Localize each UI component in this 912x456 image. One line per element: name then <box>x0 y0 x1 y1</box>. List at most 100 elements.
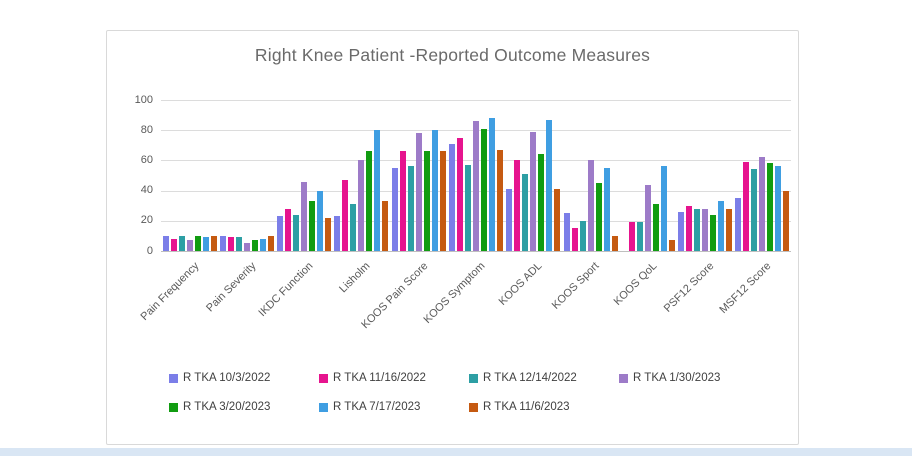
bar <box>235 237 242 251</box>
bar <box>382 201 389 251</box>
bar <box>678 211 685 251</box>
bar <box>170 238 177 251</box>
y-tick-label: 60 <box>140 153 153 166</box>
bar <box>636 222 643 251</box>
bar-group <box>333 100 390 251</box>
bar <box>710 214 717 251</box>
bar <box>726 208 733 251</box>
bar <box>162 235 169 251</box>
bar <box>686 205 693 251</box>
bottom-strip <box>0 448 912 456</box>
bar-group <box>619 100 676 251</box>
bar <box>334 216 341 251</box>
bar <box>448 143 455 251</box>
bar <box>694 208 701 251</box>
bar <box>194 235 201 251</box>
legend-swatch <box>619 373 628 383</box>
bar <box>571 228 578 251</box>
legend-item: R TKA 11/16/2022 <box>319 372 469 384</box>
bar <box>702 208 709 251</box>
bar <box>652 204 659 251</box>
legend-swatch <box>469 402 478 412</box>
bar-group <box>447 100 504 251</box>
chart-panel: Right Knee Patient -Reported Outcome Mea… <box>106 30 799 445</box>
bar <box>579 220 586 251</box>
bar <box>456 137 463 251</box>
bar <box>285 208 292 251</box>
legend-item: R TKA 10/3/2022 <box>169 372 319 384</box>
legend-label: R TKA 1/30/2023 <box>633 372 721 384</box>
bar <box>210 235 217 251</box>
bar <box>439 151 446 251</box>
bar <box>178 235 185 251</box>
legend-swatch <box>169 373 178 383</box>
bar <box>488 118 495 251</box>
bar <box>350 204 357 251</box>
y-tick-label: 0 <box>146 244 153 257</box>
bar <box>342 180 349 251</box>
legend-label: R TKA 10/3/2022 <box>183 372 271 384</box>
legend-label: R TKA 11/6/2023 <box>483 401 570 413</box>
bar <box>317 190 324 251</box>
bar <box>391 167 398 251</box>
bar <box>538 154 545 251</box>
bar <box>480 128 487 251</box>
legend-item: R TKA 1/30/2023 <box>619 372 769 384</box>
gridline <box>161 100 791 101</box>
legend-item: R TKA 12/14/2022 <box>469 372 619 384</box>
bar-group <box>276 100 333 251</box>
plot-area: 0 20 40 60 80 100 Pain Frequency Pain Severity I… <box>107 31 798 444</box>
bar <box>309 201 316 251</box>
bar <box>496 149 503 251</box>
bar <box>554 189 561 251</box>
chart-title: Right Knee Patient -Reported Outcome Mea… <box>254 45 651 65</box>
bar <box>325 217 332 251</box>
bar-group <box>390 100 447 251</box>
bar <box>603 167 610 251</box>
bar <box>431 130 438 251</box>
bar <box>660 166 667 251</box>
y-tick-label: 20 <box>140 214 153 227</box>
x-axis-line <box>161 251 791 252</box>
bar-group <box>734 100 791 251</box>
bar <box>267 235 274 251</box>
bar <box>293 214 300 251</box>
bar <box>718 201 725 251</box>
bar <box>374 130 381 251</box>
y-tick-label: 80 <box>140 123 153 136</box>
bar <box>423 151 430 251</box>
bar <box>522 174 529 251</box>
bar <box>464 164 471 251</box>
bar <box>514 160 521 251</box>
bar <box>546 119 553 251</box>
legend-label: R TKA 3/20/2023 <box>183 401 271 413</box>
bar <box>563 213 570 251</box>
bar-group <box>505 100 562 251</box>
bar <box>301 181 308 251</box>
legend-swatch <box>319 373 328 383</box>
bar <box>202 237 209 251</box>
legend-item: R TKA 11/6/2023 <box>469 401 619 413</box>
bar <box>595 183 602 251</box>
legend-swatch <box>169 402 178 412</box>
bar <box>219 235 226 251</box>
bar <box>751 169 758 251</box>
bar <box>767 163 774 251</box>
bar <box>399 151 406 251</box>
bar-group <box>218 100 275 251</box>
bar <box>743 161 750 251</box>
bar <box>366 151 373 251</box>
bar <box>775 166 782 251</box>
bar <box>407 166 414 251</box>
bar-group <box>161 100 218 251</box>
bar <box>628 222 635 251</box>
bar <box>759 157 766 251</box>
bar <box>415 133 422 251</box>
bar <box>251 240 258 251</box>
legend-item: R TKA 7/17/2023 <box>319 401 469 413</box>
bar <box>735 198 742 251</box>
legend-swatch <box>469 373 478 383</box>
bar <box>259 238 266 251</box>
bar <box>277 216 284 251</box>
bar-group <box>562 100 619 251</box>
